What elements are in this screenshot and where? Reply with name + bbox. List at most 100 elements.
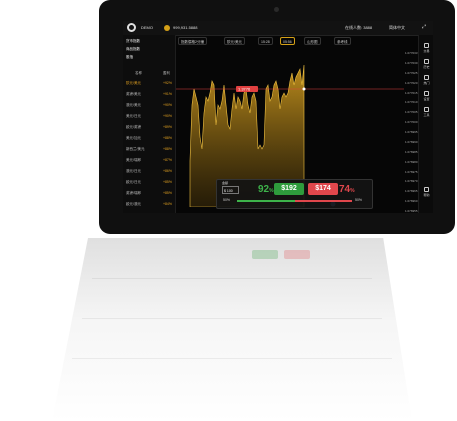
sidebar-item-trade[interactable]: 交易 [421,43,432,53]
percent-sign: % [269,188,274,194]
reflection-line [82,318,382,319]
amount-label: 金额 [222,181,229,185]
sentiment-fill [237,200,295,202]
asset-row-name[interactable]: 欧元/日元 [126,180,141,184]
axis-tick-label: 1.076955 [405,209,418,213]
price-axis: 1.077033 1.077030 1.077025 1.077020 1.077015… [405,35,418,213]
axis-tick-label: 1.077033 [405,51,418,55]
axis-tick-label: 1.077030 [405,60,418,65]
tools-icon [424,107,429,112]
sidebar-item-tools[interactable]: 工具 [421,107,432,117]
screen-reflection [52,238,412,421]
asset-row-payout: +86% [162,169,172,173]
sentiment-right: 50% [355,198,363,202]
asset-row-name[interactable]: 美元/加元 [126,136,141,140]
top-bar: DEMO 999,931.5888 在线人数: 3888 简体中文 ⤢ [123,21,433,36]
logo-icon [127,23,136,32]
reflection-line [72,358,392,359]
asset-row-payout: +84% [162,202,172,206]
asset-row-name[interactable]: 英镑/美元 [126,92,141,96]
section-commodity[interactable]: 商品指数 [126,47,140,51]
asset-row-payout: +85% [162,180,172,184]
asset-row-name[interactable]: 美元/瑞郎 [126,158,141,162]
percent-sign: % [350,188,355,194]
reflection-down-button [284,250,310,259]
chart-area [189,64,305,207]
trade-icon [424,43,429,48]
axis-tick-label: 1.076990 [405,139,418,144]
current-price-dot [302,87,306,91]
section-currency[interactable]: 货币指数 [126,39,140,43]
asset-row-name[interactable]: 歐元/美元 [126,81,141,85]
sentiment-left: 50% [223,198,231,202]
axis-tick-label: 1.076980 [405,159,418,164]
axis-tick-label: 1.077005 [405,110,418,115]
help-icon [424,187,429,192]
camera-icon [274,7,279,12]
online-users: 在线人数: 3888 [345,25,373,30]
tab-time[interactable]: 15:28 [258,37,273,45]
fullscreen-icon[interactable]: ⤢ [422,24,427,30]
sidebar-item-hot[interactable]: 热门 [421,75,432,85]
asset-row-name[interactable]: 欧元/澳元 [126,202,141,206]
gear-icon [424,91,429,96]
account-mode-select[interactable]: DEMO [141,25,153,30]
axis-tick-label: 1.077025 [405,70,418,75]
axis-tick-label: 1.076960 [405,199,418,204]
asset-row-payout: +89% [162,125,172,129]
language-select[interactable]: 简体中文 [389,25,405,30]
asset-row-name[interactable]: 澳元/日元 [126,169,141,173]
axis-tick-label: 1.076975 [405,169,418,174]
axis-tick-label: 1.076965 [405,189,418,194]
down-payout-value: 74 [339,184,351,195]
trading-screen: DEMO 999,931.5888 在线人数: 3888 简体中文 ⤢ 货币指数… [123,21,433,213]
up-payout-value: 92 [258,184,270,195]
balance-value: 999,931.5888 [173,25,198,30]
price-tag-label: 1.3776 [238,87,251,92]
price-chart[interactable]: 1.3776 [176,47,404,207]
buy-down-button[interactable]: $174 [308,183,338,195]
trade-panel: 金额 $ 100 92% $192 $174 74% 50% 50% [216,179,373,209]
asset-row-payout: +90% [162,114,172,118]
asset-row-name[interactable]: 澳元/美元 [126,103,141,107]
down-payout-percent: 74% [339,184,355,195]
sidebar-item-settings[interactable]: 设置 [421,91,432,101]
axis-tick-label: 1.077015 [405,90,418,95]
axis-tick-label: 1.077000 [405,120,418,125]
asset-row-name[interactable]: 美元/日元 [126,114,141,118]
amount-input[interactable]: $ 100 [222,186,239,194]
asset-row-name[interactable]: 英镑/瑞郎 [126,191,141,195]
asset-row-name[interactable]: 新西兰/美元 [126,147,145,151]
asset-row-payout: +90% [162,103,172,107]
header-name: 名称 [135,71,142,75]
asset-list-panel: 货币指数 商品指数 股指 名称 盈利 歐元/美元 +92% 英镑/美元 +91% 澳元/… [123,35,176,213]
flame-icon [424,75,429,80]
asset-row-payout: +92% [162,81,172,85]
buy-up-button[interactable]: $192 [274,183,304,195]
history-icon [424,59,429,64]
tab-chart-type[interactable]: 山形图 [304,37,321,45]
axis-tick-label: 1.076985 [405,149,418,154]
sidebar-item-history[interactable]: 历史 [421,59,432,69]
axis-tick-label: 1.077010 [405,100,418,105]
asset-row-payout: +85% [162,191,172,195]
asset-row-payout: +87% [162,158,172,162]
section-stock[interactable]: 股指 [126,55,133,59]
tab-reference-line[interactable]: 参考线 [334,37,351,45]
asset-row-payout: +88% [162,136,172,140]
tab-pair[interactable]: 歐元/美元 [224,37,245,45]
axis-tick-label: 1.076970 [405,179,418,184]
header-payout: 盈利 [163,71,170,75]
axis-tick-label: 1.076995 [405,130,418,135]
reflection-up-button [252,250,278,259]
sidebar-item-help[interactable]: 帮助 [421,187,432,197]
asset-row-payout: +91% [162,92,172,96]
asset-row-name[interactable]: 欧元/英镑 [126,125,141,129]
tab-asset[interactable]: 指数價格2分鐘 [178,37,207,45]
right-sidebar: 交易 历史 热门 设置 工具 帮助 [418,35,433,213]
up-payout-percent: 92% [258,184,274,195]
balance-coin-icon [164,25,170,31]
tab-timer[interactable]: 05:56 [280,37,295,45]
asset-row-payout: +88% [162,147,172,151]
price-tag [236,86,258,92]
